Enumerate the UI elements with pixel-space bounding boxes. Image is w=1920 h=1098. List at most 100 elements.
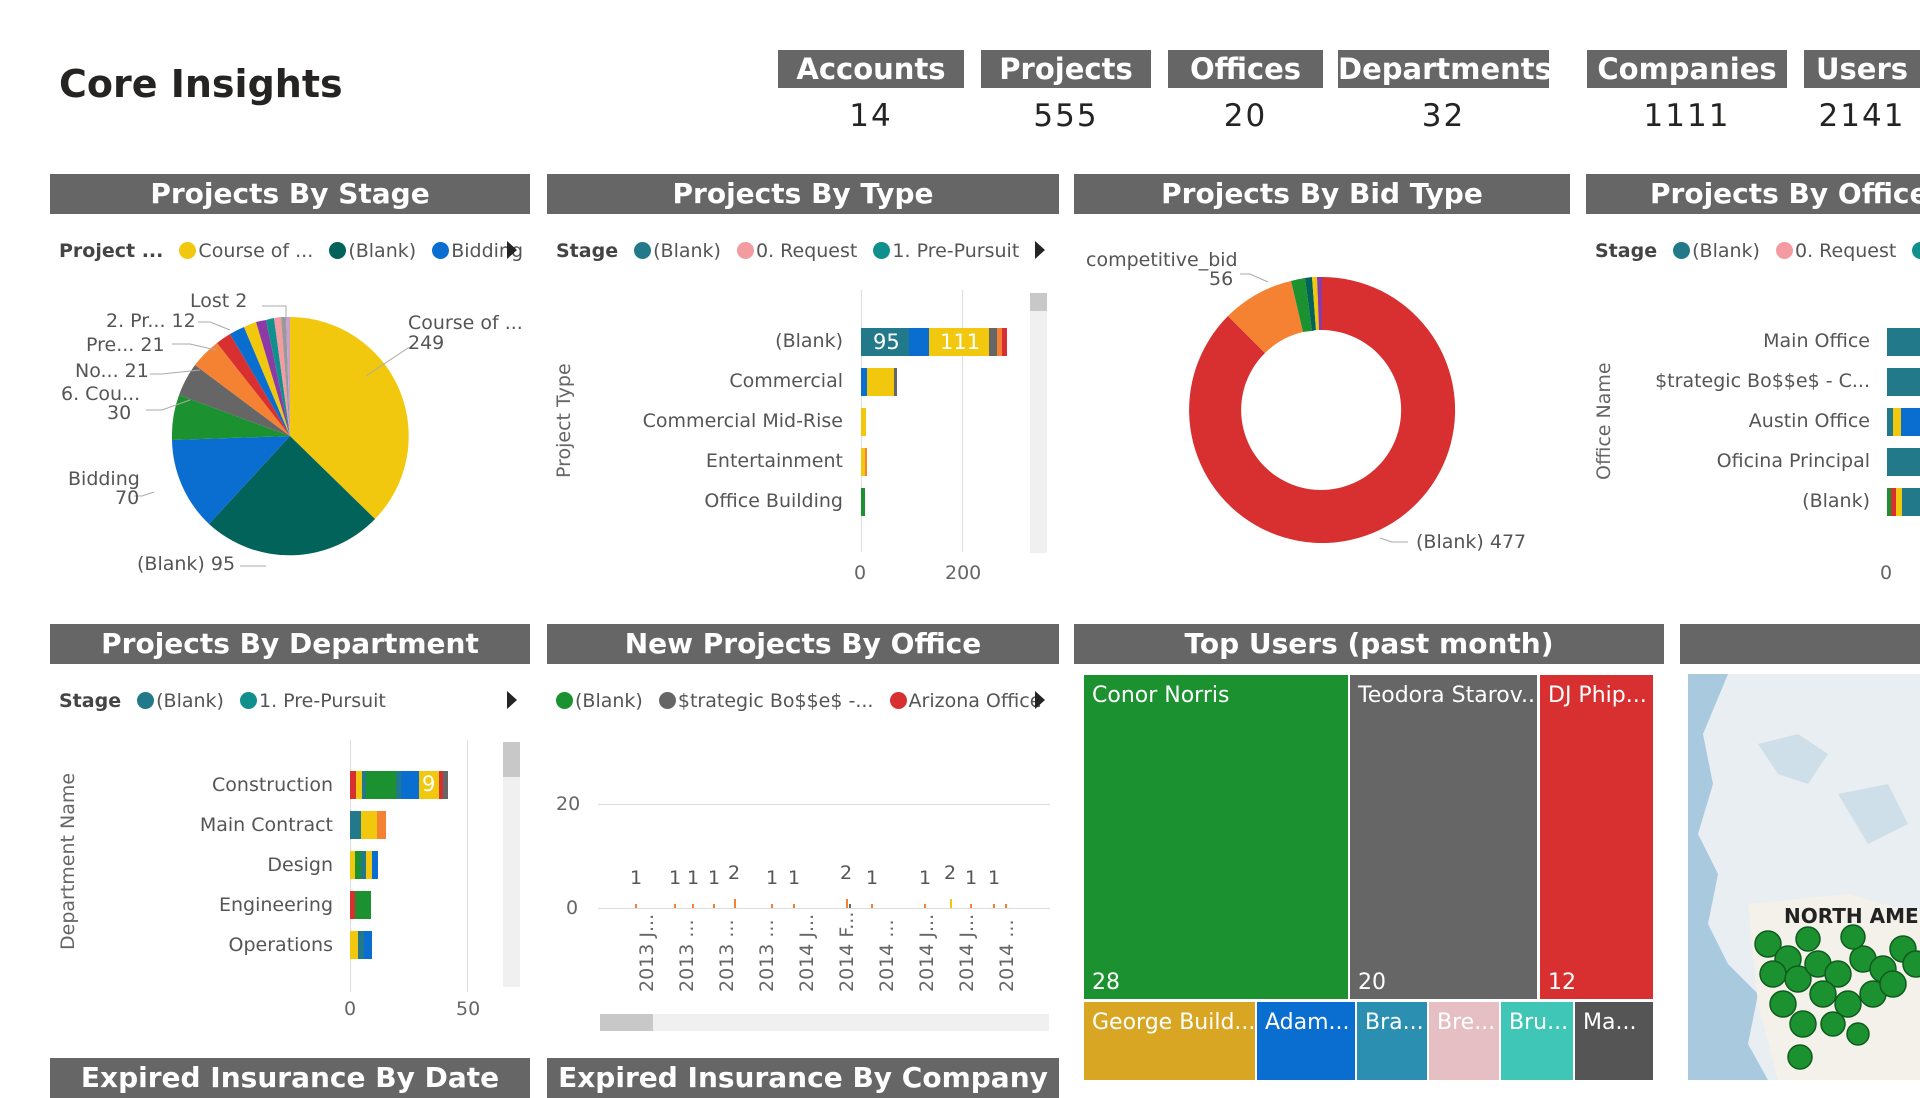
pie-slice-bidding[interactable]: [172, 436, 290, 524]
bar-segment[interactable]: [1887, 448, 1920, 476]
column-bar[interactable]: [950, 899, 952, 908]
bar-segment[interactable]: [861, 408, 866, 436]
column-bar[interactable]: [793, 904, 795, 908]
map-marker[interactable]: [1840, 924, 1866, 950]
column-bar[interactable]: [924, 904, 926, 908]
legend-item[interactable]: (Blank): [575, 690, 643, 712]
treemap-tile[interactable]: Conor Norris 28: [1084, 675, 1348, 999]
treemap-tile[interactable]: Bru...: [1501, 1002, 1573, 1080]
scrollbar-thumb[interactable]: [503, 742, 520, 777]
column-bar[interactable]: [849, 904, 851, 908]
bar-segment[interactable]: [358, 931, 364, 959]
bar-segment[interactable]: [355, 851, 361, 879]
column-bar[interactable]: [970, 904, 972, 908]
bar-segment[interactable]: [377, 811, 386, 839]
bar-segment[interactable]: [1902, 488, 1920, 516]
treemap-tile[interactable]: Ma...: [1575, 1002, 1653, 1080]
map-marker[interactable]: [1879, 970, 1907, 998]
bar-segment[interactable]: [1891, 488, 1896, 516]
map-marker[interactable]: [1789, 1010, 1817, 1038]
bar-segment[interactable]: [396, 771, 401, 799]
treemap-tile[interactable]: Adam...: [1257, 1002, 1355, 1080]
column-bar[interactable]: [674, 904, 676, 908]
bar-segment[interactable]: [366, 851, 372, 879]
bar-segment[interactable]: [443, 771, 448, 799]
treemap-tile[interactable]: Teodora Starov... 20: [1350, 675, 1537, 999]
bar-segment[interactable]: [362, 771, 366, 799]
legend-item[interactable]: 0. Request: [756, 240, 858, 262]
legend-item[interactable]: Course of ...: [198, 240, 314, 262]
legend-next-arrow-icon[interactable]: [1035, 241, 1045, 259]
bar-segment[interactable]: [1887, 488, 1891, 516]
map-marker[interactable]: [1769, 990, 1797, 1018]
legend-item[interactable]: (Blank): [1692, 240, 1760, 262]
donut-slice-small[interactable]: [1317, 276, 1322, 330]
bar-segment[interactable]: [894, 368, 897, 396]
column-bar[interactable]: [734, 899, 736, 908]
bar-segment[interactable]: [419, 771, 439, 799]
column-bar[interactable]: [871, 904, 873, 908]
legend-item[interactable]: 1. Pre-Pursuit: [892, 240, 1020, 262]
bar-segment[interactable]: [401, 771, 419, 799]
legend-item[interactable]: (Blank): [156, 690, 224, 712]
bar-segment[interactable]: [356, 771, 362, 799]
bar-segment[interactable]: [350, 891, 355, 919]
h-scrollbar-thumb[interactable]: [600, 1014, 653, 1031]
bar-segment[interactable]: [865, 448, 867, 476]
bar-segment[interactable]: [909, 328, 929, 356]
bar-segment[interactable]: [929, 328, 989, 356]
bar-segment[interactable]: [350, 811, 361, 839]
donut-slice-small[interactable]: [1305, 277, 1316, 331]
bar-segment[interactable]: [1887, 368, 1920, 396]
bar-segment[interactable]: [1887, 408, 1893, 436]
bar-segment[interactable]: [372, 851, 378, 879]
column-bar[interactable]: [635, 904, 637, 908]
bar-segment[interactable]: [361, 851, 366, 879]
map-marker[interactable]: [1809, 980, 1837, 1008]
map-marker[interactable]: [1846, 1022, 1870, 1046]
pie-slice-small[interactable]: [274, 317, 290, 436]
column-bar[interactable]: [993, 904, 995, 908]
bar-segment[interactable]: [861, 328, 909, 356]
legend-next-arrow-icon[interactable]: [1035, 691, 1045, 709]
legend-item[interactable]: Bidding: [451, 240, 524, 262]
legend-item[interactable]: Arizona Office: [908, 690, 1042, 712]
bar-segment[interactable]: [997, 328, 1002, 356]
legend-item[interactable]: (Blank): [348, 240, 417, 262]
bar-segment[interactable]: [350, 851, 355, 879]
pie-slice-blank[interactable]: [209, 436, 375, 556]
column-bar[interactable]: [1005, 904, 1007, 908]
treemap-tile[interactable]: Bra...: [1357, 1002, 1427, 1080]
donut-slice-blank[interactable]: [1189, 276, 1456, 543]
bar-segment[interactable]: [1002, 328, 1007, 356]
map-marker[interactable]: [1759, 960, 1787, 988]
legend-next-arrow-icon[interactable]: [507, 241, 517, 259]
bar-segment[interactable]: [1887, 328, 1920, 356]
pie-slice-small[interactable]: [286, 316, 290, 436]
pie-slice-small[interactable]: [244, 322, 290, 436]
legend-next-arrow-icon[interactable]: [507, 691, 517, 709]
bar-segment[interactable]: [366, 771, 396, 799]
bar-segment[interactable]: [350, 931, 358, 959]
bar-segment[interactable]: [867, 368, 894, 396]
bar-segment[interactable]: [355, 891, 371, 919]
pie-slice-small[interactable]: [256, 320, 290, 436]
column-bar[interactable]: [771, 904, 773, 908]
bar-segment[interactable]: [350, 771, 356, 799]
legend-item[interactable]: (Blank): [653, 240, 721, 262]
legend-item[interactable]: 0. Request: [1795, 240, 1897, 262]
pie-slice-pre[interactable]: [195, 343, 290, 436]
bid-type-donut-chart[interactable]: [1074, 220, 1570, 580]
bar-segment[interactable]: [861, 368, 867, 396]
map-marker[interactable]: [1787, 1044, 1813, 1070]
pie-slice-6-cou[interactable]: [171, 395, 290, 440]
h-scrollbar-track[interactable]: [600, 1014, 1049, 1031]
column-bar[interactable]: [713, 904, 715, 908]
column-bar[interactable]: [692, 904, 694, 908]
bar-segment[interactable]: [989, 328, 997, 356]
map-marker[interactable]: [1834, 990, 1862, 1018]
scrollbar-track[interactable]: [503, 742, 520, 987]
pie-slice-2-pr[interactable]: [217, 334, 290, 436]
scrollbar-track[interactable]: [1030, 293, 1047, 553]
donut-slice-competitive-bid[interactable]: [1228, 281, 1303, 353]
